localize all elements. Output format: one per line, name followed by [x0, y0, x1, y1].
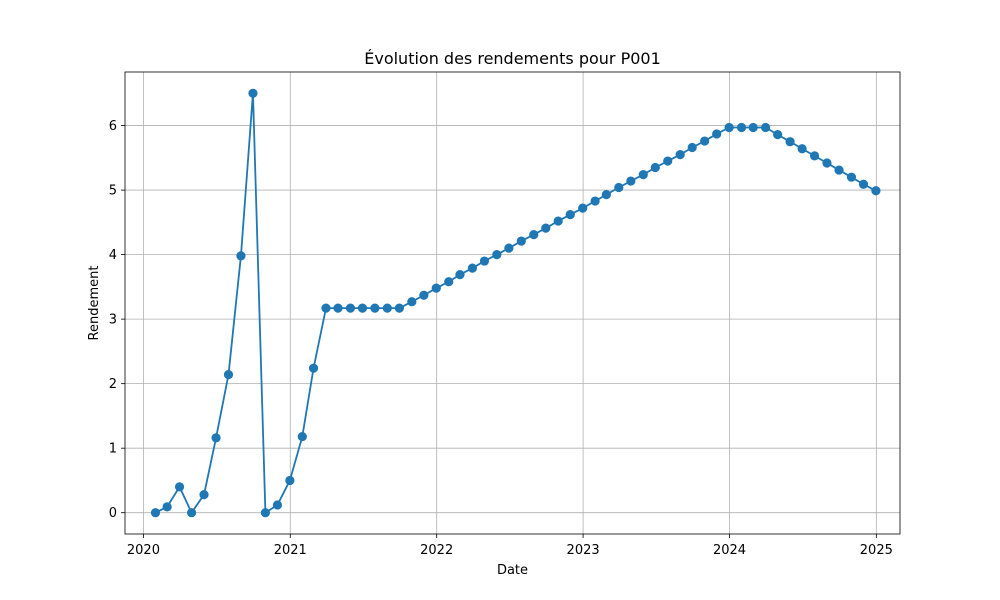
y-tick-label: 2	[109, 377, 117, 392]
data-point	[712, 129, 722, 139]
data-point	[797, 144, 807, 154]
data-point	[687, 142, 697, 153]
x-tick-label: 2023	[567, 543, 600, 558]
data-point	[321, 303, 331, 313]
data-point	[419, 290, 429, 300]
data-point	[333, 303, 343, 313]
data-point	[650, 162, 660, 173]
data-point	[773, 129, 783, 140]
data-point	[724, 122, 734, 133]
series-group	[150, 88, 881, 518]
x-tick-label: 2021	[274, 543, 307, 558]
plot-frame	[124, 71, 901, 535]
data-point	[504, 243, 514, 253]
data-point	[834, 165, 844, 175]
chart-title: Évolution des rendements pour P001	[364, 49, 661, 68]
data-point	[663, 156, 673, 166]
data-point	[748, 122, 758, 133]
data-point	[516, 236, 526, 246]
data-point	[638, 169, 648, 180]
data-point	[809, 151, 820, 161]
data-point	[345, 303, 356, 313]
data-point	[162, 502, 172, 512]
data-point	[601, 190, 611, 200]
y-tick-label: 5	[109, 184, 117, 199]
data-point	[236, 251, 246, 261]
x-tick-label: 2025	[860, 543, 893, 558]
data-point	[675, 149, 685, 160]
data-point	[626, 176, 636, 186]
x-axis-label: Date	[497, 563, 528, 578]
x-tick-label: 2022	[420, 543, 453, 558]
data-point	[736, 122, 747, 133]
data-point	[565, 210, 575, 220]
data-point	[150, 508, 161, 518]
data-point	[174, 482, 185, 492]
data-point	[822, 158, 832, 168]
x-axis: 2020 2021 2022 2023 2024 2025	[127, 534, 893, 558]
data-point	[858, 179, 869, 189]
data-point	[444, 277, 454, 287]
data-point	[492, 250, 502, 260]
grid	[125, 72, 900, 534]
data-point	[614, 182, 624, 193]
data-point	[871, 186, 881, 196]
data-point	[431, 283, 441, 293]
data-point	[846, 172, 857, 182]
data-point	[700, 136, 710, 146]
y-tick-label: 0	[109, 506, 117, 521]
data-point	[590, 196, 600, 206]
data-point	[285, 475, 295, 486]
data-point	[308, 363, 319, 373]
x-tick-label: 2024	[713, 543, 746, 558]
y-axis: 0 1 2 3 4 5 6	[109, 119, 125, 521]
data-point	[248, 88, 258, 98]
data-point	[407, 297, 417, 307]
data-point	[260, 508, 270, 518]
data-point	[578, 203, 588, 213]
y-tick-label: 1	[109, 442, 117, 457]
data-point	[455, 270, 465, 280]
data-point	[761, 122, 771, 133]
data-point	[529, 230, 539, 240]
data-point	[223, 370, 234, 380]
y-tick-label: 6	[109, 119, 117, 134]
y-tick-label: 4	[109, 248, 117, 263]
data-point	[541, 223, 551, 233]
data-point	[272, 500, 283, 510]
data-point	[785, 137, 795, 147]
y-tick-label: 3	[109, 313, 117, 328]
data-point	[297, 431, 307, 442]
data-point	[382, 303, 392, 313]
y-axis-label: Rendement	[87, 266, 102, 341]
data-point	[186, 508, 197, 518]
data-point	[370, 303, 380, 313]
data-point	[553, 216, 563, 226]
data-point	[357, 303, 368, 313]
data-point	[467, 263, 477, 273]
data-point	[479, 256, 490, 266]
x-tick-label: 2020	[127, 543, 160, 558]
data-point	[199, 490, 209, 500]
data-point	[211, 433, 221, 443]
data-point	[394, 303, 404, 313]
